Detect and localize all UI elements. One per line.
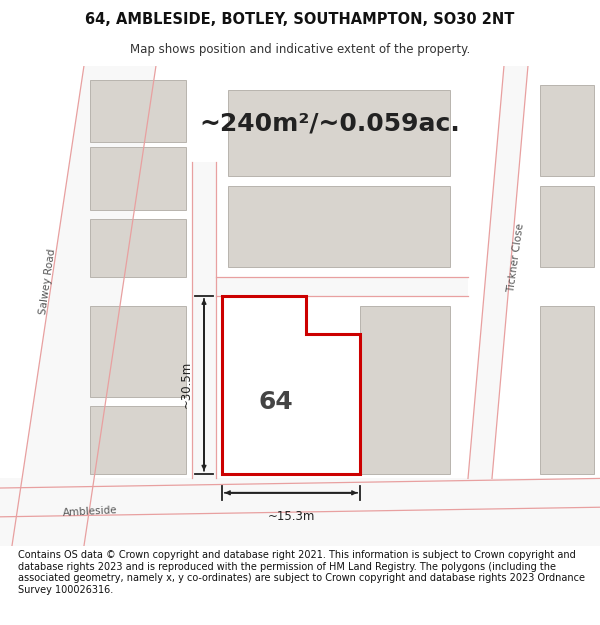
Polygon shape — [540, 85, 594, 176]
Polygon shape — [90, 406, 186, 474]
Text: Tickner Close: Tickner Close — [506, 222, 526, 293]
Text: Ambleside: Ambleside — [62, 506, 118, 519]
Text: ~15.3m: ~15.3m — [268, 509, 314, 522]
Text: ~30.5m: ~30.5m — [180, 361, 193, 409]
Polygon shape — [90, 306, 186, 397]
Text: Salwey Road: Salwey Road — [38, 248, 58, 315]
Polygon shape — [90, 219, 186, 277]
Polygon shape — [468, 66, 528, 478]
Polygon shape — [216, 277, 468, 296]
Text: 64, AMBLESIDE, BOTLEY, SOUTHAMPTON, SO30 2NT: 64, AMBLESIDE, BOTLEY, SOUTHAMPTON, SO30… — [85, 12, 515, 27]
Polygon shape — [0, 478, 600, 546]
Polygon shape — [360, 306, 450, 474]
Polygon shape — [228, 186, 450, 268]
Polygon shape — [192, 162, 216, 478]
Text: 64: 64 — [259, 389, 293, 414]
Polygon shape — [90, 148, 186, 209]
Polygon shape — [228, 89, 450, 176]
Polygon shape — [540, 306, 594, 474]
Polygon shape — [12, 66, 156, 546]
Text: Contains OS data © Crown copyright and database right 2021. This information is : Contains OS data © Crown copyright and d… — [18, 550, 585, 595]
Text: Map shows position and indicative extent of the property.: Map shows position and indicative extent… — [130, 42, 470, 56]
Polygon shape — [540, 186, 594, 268]
Polygon shape — [90, 80, 186, 142]
Text: ~240m²/~0.059ac.: ~240m²/~0.059ac. — [200, 111, 460, 135]
